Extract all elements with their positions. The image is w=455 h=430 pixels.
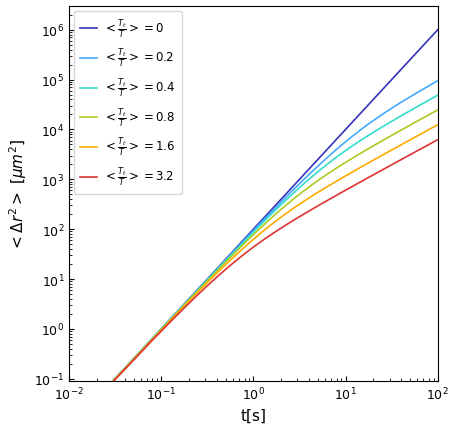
$<\frac{T_t}{T}> = 0.8$	[131, 356, 137, 361]
$<\frac{T_t}{T}> = 0.2$	[434, 79, 440, 84]
$<\frac{T_t}{T}> = 0.2$	[161, 324, 166, 329]
$<\frac{T_t}{T}> = 0.4$	[283, 198, 288, 203]
$<\frac{T_t}{T}> = 0$	[283, 191, 288, 197]
$<\frac{T_t}{T}> = 0$	[434, 28, 440, 33]
$<\frac{T_t}{T}> = 3.2$	[161, 326, 166, 331]
$<\frac{T_t}{T}> = 0.8$	[434, 108, 440, 113]
$<\frac{T_t}{T}> = 1.6$	[312, 192, 317, 197]
$<\frac{T_t}{T}> = 1.6$	[283, 211, 288, 216]
Line: $<\frac{T_t}{T}> = 0.2$: $<\frac{T_t}{T}> = 0.2$	[69, 82, 437, 428]
$<\frac{T_t}{T}> = 0.4$	[434, 93, 440, 98]
$<\frac{T_t}{T}> = 0.8$	[66, 425, 72, 430]
$<\frac{T_t}{T}> = 3.2$	[233, 258, 238, 264]
Line: $<\frac{T_t}{T}> = 0$: $<\frac{T_t}{T}> = 0$	[69, 31, 437, 428]
$<\frac{T_t}{T}> = 3.2$	[66, 425, 72, 430]
$<\frac{T_t}{T}> = 0.8$	[283, 203, 288, 208]
$<\frac{T_t}{T}> = 0.8$	[343, 160, 349, 165]
$<\frac{T_t}{T}> = 0$	[66, 425, 72, 430]
Y-axis label: $<\Delta r^2>\ [\mu m^2]$: $<\Delta r^2>\ [\mu m^2]$	[7, 138, 29, 250]
Line: $<\frac{T_t}{T}> = 1.6$: $<\frac{T_t}{T}> = 1.6$	[69, 126, 437, 428]
$<\frac{T_t}{T}> = 0.4$	[66, 425, 72, 430]
$<\frac{T_t}{T}> = 1.6$	[66, 425, 72, 430]
$<\frac{T_t}{T}> = 0.8$	[233, 249, 238, 255]
$<\frac{T_t}{T}> = 0.8$	[161, 324, 166, 329]
$<\frac{T_t}{T}> = 1.6$	[233, 253, 238, 258]
$<\frac{T_t}{T}> = 0$	[161, 324, 166, 329]
$<\frac{T_t}{T}> = 0.4$	[312, 172, 317, 177]
$<\frac{T_t}{T}> = 3.2$	[343, 187, 349, 193]
Legend: $<\frac{T_t}{T}> = 0$, $<\frac{T_t}{T}> = 0.2$, $<\frac{T_t}{T}> = 0.4$, $<\frac: $<\frac{T_t}{T}> = 0$, $<\frac{T_t}{T}> …	[74, 12, 181, 194]
$<\frac{T_t}{T}> = 0$	[312, 160, 317, 166]
Line: $<\frac{T_t}{T}> = 0.8$: $<\frac{T_t}{T}> = 0.8$	[69, 111, 437, 428]
$<\frac{T_t}{T}> = 1.6$	[161, 325, 166, 330]
$<\frac{T_t}{T}> = 3.2$	[131, 356, 137, 362]
$<\frac{T_t}{T}> = 0.2$	[233, 247, 238, 252]
$<\frac{T_t}{T}> = 1.6$	[434, 123, 440, 128]
$<\frac{T_t}{T}> = 0.4$	[131, 356, 137, 361]
$<\frac{T_t}{T}> = 3.2$	[312, 205, 317, 210]
$<\frac{T_t}{T}> = 1.6$	[343, 173, 349, 178]
$<\frac{T_t}{T}> = 0$	[233, 246, 238, 251]
$<\frac{T_t}{T}> = 0$	[131, 356, 137, 361]
$<\frac{T_t}{T}> = 0.4$	[233, 248, 238, 253]
Line: $<\frac{T_t}{T}> = 3.2$: $<\frac{T_t}{T}> = 3.2$	[69, 140, 437, 428]
$<\frac{T_t}{T}> = 0.4$	[161, 324, 166, 329]
$<\frac{T_t}{T}> = 3.2$	[434, 138, 440, 143]
$<\frac{T_t}{T}> = 0.8$	[312, 181, 317, 186]
$<\frac{T_t}{T}> = 0.2$	[312, 166, 317, 172]
$<\frac{T_t}{T}> = 0.2$	[66, 425, 72, 430]
Line: $<\frac{T_t}{T}> = 0.4$: $<\frac{T_t}{T}> = 0.4$	[69, 96, 437, 428]
$<\frac{T_t}{T}> = 0.4$	[343, 148, 349, 153]
$<\frac{T_t}{T}> = 3.2$	[283, 223, 288, 228]
$<\frac{T_t}{T}> = 0.2$	[283, 195, 288, 200]
$<\frac{T_t}{T}> = 1.6$	[131, 356, 137, 361]
X-axis label: t[s]: t[s]	[240, 408, 266, 423]
$<\frac{T_t}{T}> = 0.2$	[343, 139, 349, 144]
$<\frac{T_t}{T}> = 0$	[343, 126, 349, 132]
$<\frac{T_t}{T}> = 0.2$	[131, 356, 137, 361]
